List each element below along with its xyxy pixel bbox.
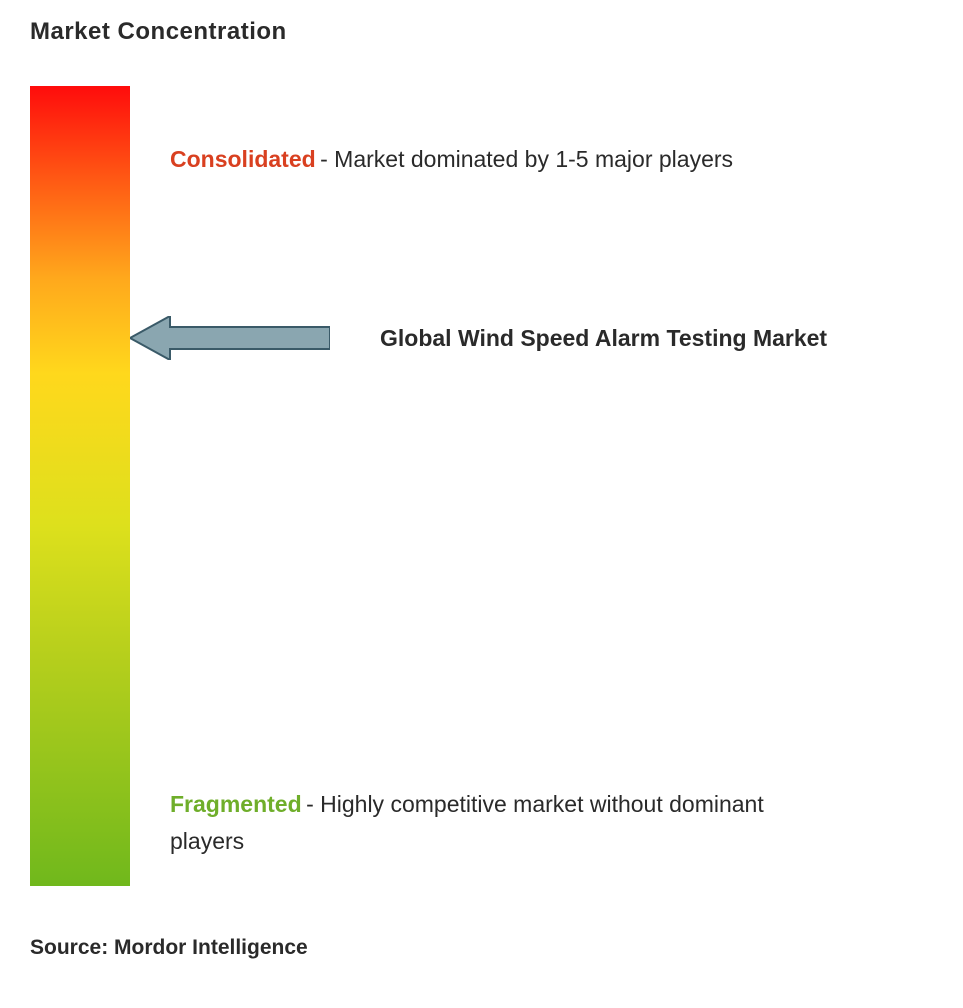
fragmented-description: - Highly competitive market without domi… xyxy=(306,791,764,817)
consolidated-block: Consolidated - Market dominated by 1-5 m… xyxy=(170,146,913,173)
concentration-gradient-bar xyxy=(30,86,130,886)
content-area: Consolidated - Market dominated by 1-5 m… xyxy=(30,86,933,886)
fragmented-keyword: Fragmented xyxy=(170,791,302,817)
labels-column: Consolidated - Market dominated by 1-5 m… xyxy=(130,86,933,886)
fragmented-block: Fragmented - Highly competitive market w… xyxy=(170,786,913,860)
page-title: Market Concentration xyxy=(30,18,933,46)
market-pointer-block: Global Wind Speed Alarm Testing Market xyxy=(130,316,827,360)
fragmented-description-line2: players xyxy=(170,828,244,854)
consolidated-keyword: Consolidated xyxy=(170,146,316,172)
source-credit: Source: Mordor Intelligence xyxy=(30,936,933,960)
market-label: Global Wind Speed Alarm Testing Market xyxy=(380,325,827,352)
consolidated-description: - Market dominated by 1-5 major players xyxy=(320,146,733,172)
arrow-left-icon xyxy=(130,316,330,360)
